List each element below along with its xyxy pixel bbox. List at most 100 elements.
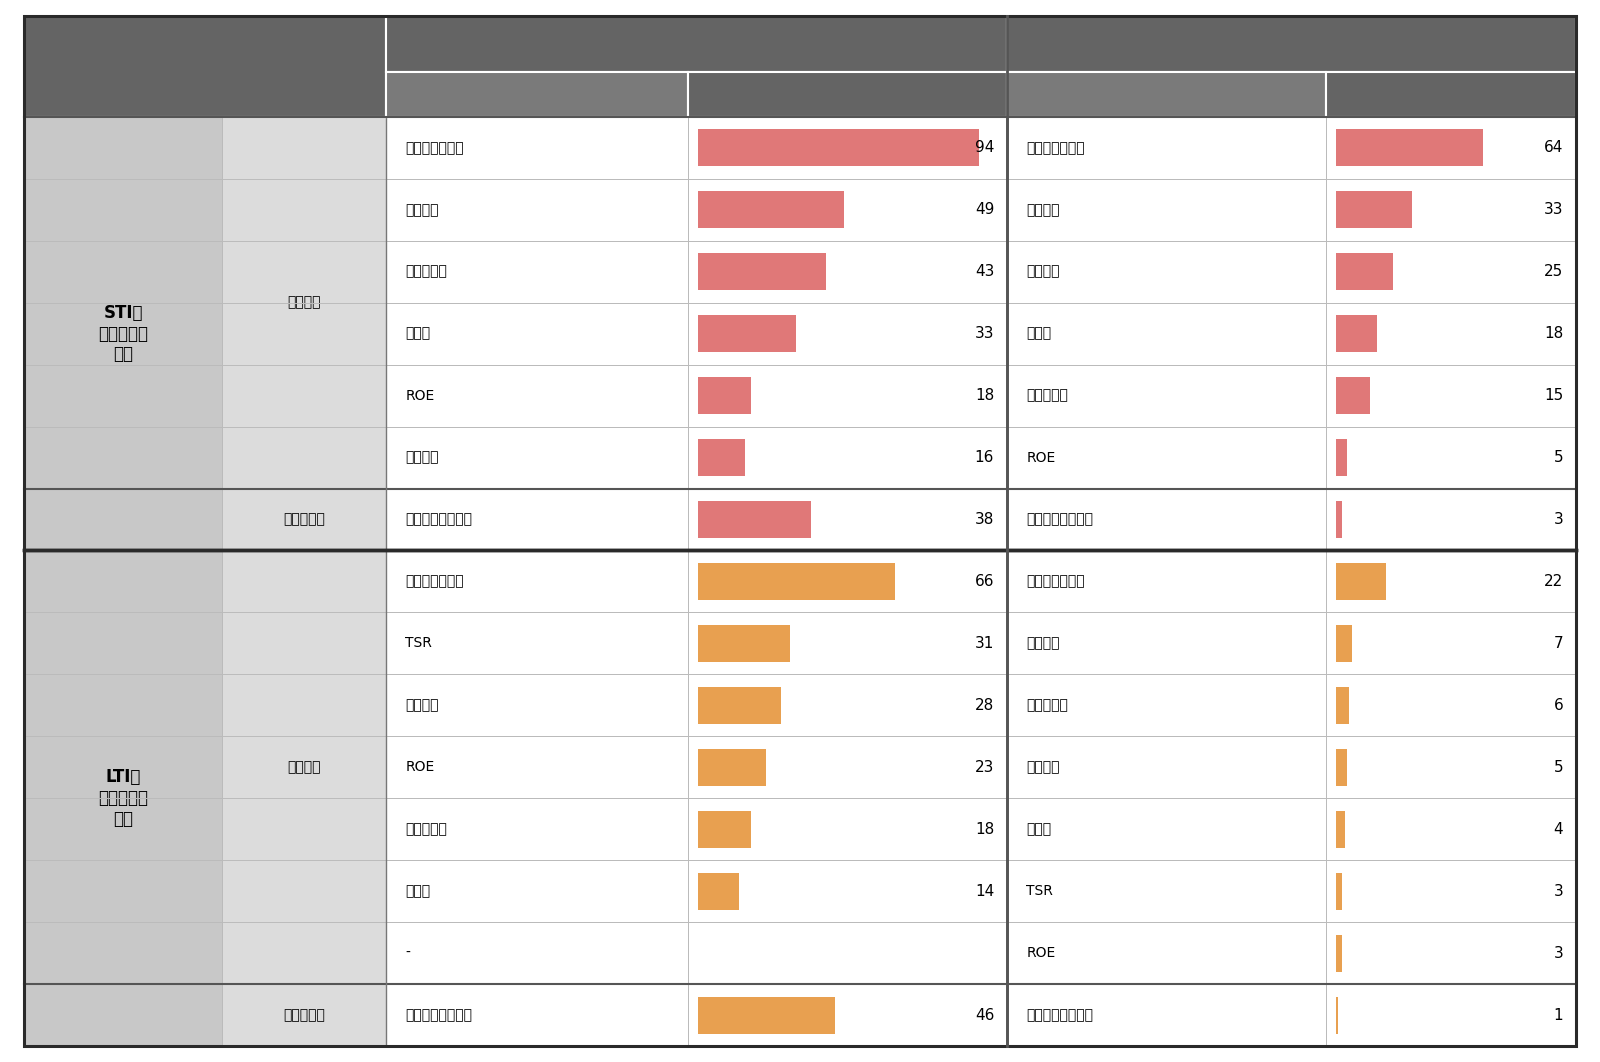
Bar [1326,799,1576,860]
Bar [688,489,1006,550]
Text: 営業利益: 営業利益 [405,699,438,713]
Text: 採用社数: 採用社数 [1430,86,1470,103]
Bar [688,674,1006,736]
Bar [24,16,386,117]
Text: 4: 4 [1554,822,1563,837]
Text: -: - [405,946,410,960]
Bar [698,810,752,847]
Text: 28: 28 [974,698,994,713]
Bar [1006,16,1576,72]
Bar [222,117,386,489]
Bar [1006,674,1326,736]
Bar [688,72,1006,117]
Text: 38: 38 [974,512,994,527]
Bar [1326,117,1576,178]
Text: 当期純利益: 当期純利益 [405,822,448,836]
Text: （財務指標計）: （財務指標計） [1026,141,1085,155]
Bar [1006,72,1326,117]
Text: 採用社数: 採用社数 [827,86,867,103]
Text: 指標: 指標 [526,86,547,103]
Bar [386,984,688,1046]
Text: 64: 64 [1544,140,1563,155]
Bar [1006,364,1326,427]
Text: 25: 25 [1544,264,1563,279]
Bar [1326,984,1576,1046]
Text: （非財務指標計）: （非財務指標計） [1026,1008,1093,1022]
Bar [688,550,1006,613]
Bar [222,984,386,1046]
Bar [386,799,688,860]
Bar [386,303,688,364]
Text: LTIに
連動させる
指標: LTIに 連動させる 指標 [98,769,149,828]
Text: 売上高: 売上高 [1026,327,1051,341]
Bar [688,984,1006,1046]
Bar [222,489,386,550]
Bar [1326,736,1576,799]
Bar [688,364,1006,427]
Bar [1326,241,1576,303]
Text: 非財務指標: 非財務指標 [283,1008,325,1022]
Bar [1006,178,1326,241]
Bar [1326,364,1576,427]
Bar [698,624,790,662]
Bar [698,377,752,414]
Text: 財務指標: 財務指標 [288,760,322,774]
Text: TSR: TSR [405,636,432,650]
Text: 当期純利益: 当期純利益 [405,264,448,278]
Text: （非財務指標計）: （非財務指標計） [405,513,472,527]
Text: 3: 3 [1554,884,1563,898]
Text: 46: 46 [974,1008,994,1023]
Text: （非財務指標計）: （非財務指標計） [1026,513,1093,527]
Text: 当期純利益: 当期純利益 [1026,389,1069,402]
Text: 売上高: 売上高 [405,327,430,341]
Bar [1336,253,1394,290]
Bar [24,613,1576,674]
Bar [24,178,1576,241]
Text: 営業利益: 営業利益 [405,203,438,217]
Text: 18: 18 [974,822,994,837]
Text: 3: 3 [1554,512,1563,527]
Bar [688,736,1006,799]
Bar [1336,315,1378,353]
Bar [1336,563,1386,600]
Text: 15: 15 [1544,388,1563,404]
Bar [386,860,688,922]
Text: 33: 33 [974,326,994,341]
Text: 非財務指標: 非財務指標 [283,513,325,527]
Text: スタンダード市場上位100社: スタンダード市場上位100社 [1219,35,1363,53]
Bar [698,873,739,910]
Text: 1: 1 [1554,1008,1563,1023]
Text: 7: 7 [1554,636,1563,651]
Text: 経常利益: 経常利益 [1026,264,1059,278]
Bar [1326,178,1576,241]
Bar [1006,427,1326,489]
Bar [688,427,1006,489]
Bar [386,674,688,736]
Bar [386,922,688,984]
Bar [1006,241,1326,303]
Text: 営業利益: 営業利益 [1026,636,1059,650]
Bar [698,996,835,1033]
Text: ROE: ROE [405,389,435,402]
Bar [24,427,1576,489]
Text: 22: 22 [1544,573,1563,589]
Bar [698,253,827,290]
Bar [24,984,1576,1046]
Text: 49: 49 [974,202,994,218]
Bar [24,674,1576,736]
Text: STIに
連動させる
指標: STIに 連動させる 指標 [98,304,149,363]
Bar [386,72,688,117]
Bar [1336,624,1352,662]
Bar [1006,550,1326,613]
Bar [24,117,1576,178]
Bar [386,489,688,550]
Text: プライム市場上位100社: プライム市場上位100社 [634,35,758,53]
Bar [1326,72,1576,117]
Text: 33: 33 [1544,202,1563,218]
Bar [1326,550,1576,613]
Bar [688,922,1006,984]
Text: 売上高: 売上高 [405,885,430,898]
Bar [386,550,688,613]
Bar [386,241,688,303]
Bar [1336,996,1338,1033]
